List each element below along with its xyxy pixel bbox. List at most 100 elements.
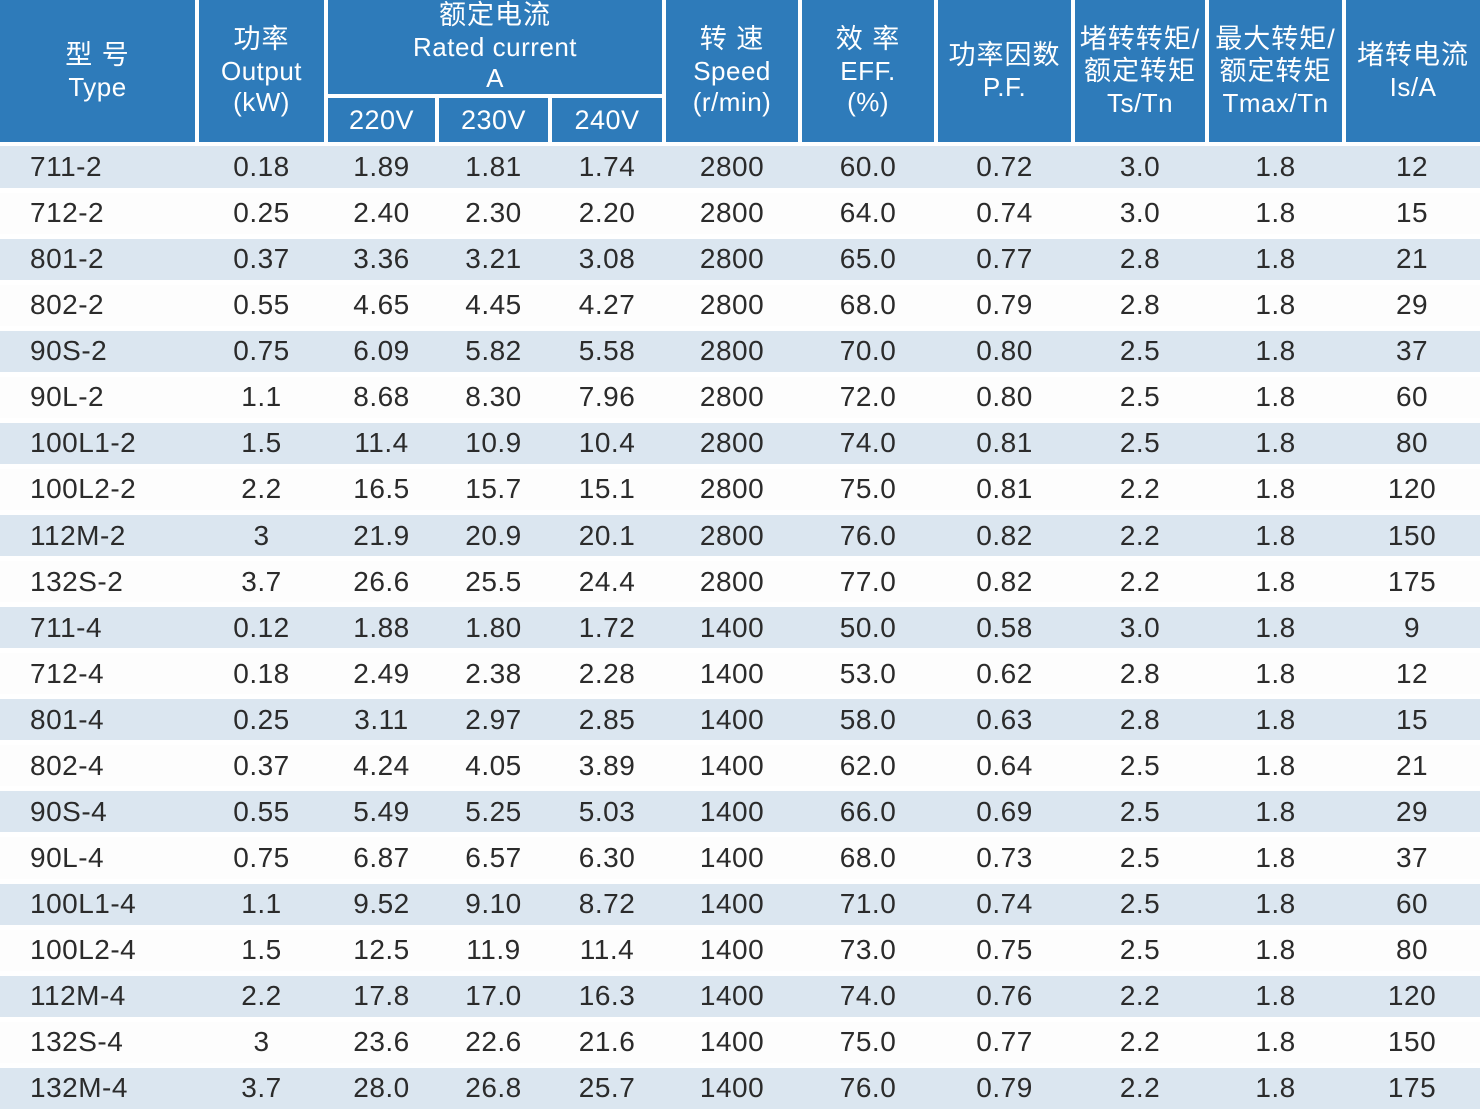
table-row: 711-4 0.12 1.88 1.80 1.72 1400 50.0 0.58 3.0 1.8 9 [0, 604, 1480, 654]
table-cell: 120 [1344, 466, 1480, 516]
col-header-is-a-en: Is/A [1389, 71, 1437, 102]
table-cell: 0.75 [936, 927, 1074, 976]
table-cell: 37 [1344, 328, 1480, 377]
table-cell: 0.77 [936, 1019, 1074, 1068]
table-cell: 64.0 [800, 190, 937, 239]
col-header-rated-current-zh: 额定电流 [439, 0, 552, 31]
cell-type: 112M-4 [0, 973, 197, 1022]
table-cell: 65.0 [800, 236, 937, 285]
table-cell: 9.10 [437, 881, 550, 930]
table-cell: 75.0 [800, 1019, 937, 1068]
table-cell: 0.74 [936, 190, 1074, 239]
table-cell: 2.5 [1073, 927, 1208, 976]
table-cell: 1.80 [437, 604, 550, 654]
col-header-is-a: 堵转电流 Is/A [1342, 0, 1480, 146]
cell-type: 711-2 [0, 144, 197, 193]
table-cell: 150 [1344, 512, 1480, 562]
table-cell: 1400 [664, 927, 801, 976]
col-header-speed: 转 速 Speed (r/min) [662, 0, 801, 146]
table-cell: 3.7 [197, 1065, 326, 1114]
table-cell: 2.40 [326, 190, 437, 239]
table-cell: 2.28 [550, 650, 665, 700]
table-cell: 0.82 [936, 558, 1074, 608]
table-row: 132S-4 3 23.6 22.6 21.6 1400 75.0 0.77 2.2 1.8 150 [0, 1019, 1480, 1068]
col-header-230v: 230V [435, 96, 550, 146]
table-cell: 0.18 [197, 144, 326, 193]
table-cell: 2.8 [1073, 236, 1208, 285]
col-header-eff-zh: 效 率 [835, 24, 901, 55]
table-cell: 8.72 [550, 881, 665, 930]
col-header-type-en: Type [68, 71, 127, 102]
cell-type: 100L2-2 [0, 466, 197, 516]
cell-type: 801-4 [0, 696, 197, 746]
table-row: 801-2 0.37 3.36 3.21 3.08 2800 65.0 0.77 2.8 1.8 2… [0, 236, 1480, 285]
table-cell: 3.0 [1073, 144, 1208, 193]
table-cell: 2800 [664, 144, 801, 193]
table-cell: 0.64 [936, 742, 1074, 792]
table-cell: 1400 [664, 696, 801, 746]
table-cell: 3.0 [1073, 604, 1208, 654]
table-cell: 0.25 [197, 190, 326, 239]
table-cell: 2800 [664, 466, 801, 516]
table-cell: 74.0 [800, 973, 937, 1022]
table-cell: 3.21 [437, 236, 550, 285]
table-cell: 6.87 [326, 834, 437, 884]
cell-type: 112M-2 [0, 512, 197, 562]
table-cell: 66.0 [800, 788, 937, 838]
table-cell: 2.85 [550, 696, 665, 746]
table-row: 712-4 0.18 2.49 2.38 2.28 1400 53.0 0.62 2.8 1.8 1… [0, 650, 1480, 700]
table-cell: 0.55 [197, 282, 326, 331]
table-cell: 2.2 [197, 973, 326, 1022]
col-header-output-en: Output [220, 56, 303, 87]
table-cell: 0.73 [936, 834, 1074, 884]
table-cell: 4.24 [326, 742, 437, 792]
table-cell: 2.49 [326, 650, 437, 700]
col-header-type: 型 号 Type [0, 0, 197, 146]
table-cell: 2.20 [550, 190, 665, 239]
table-cell: 5.82 [437, 328, 550, 377]
table-cell: 2.5 [1073, 374, 1208, 423]
col-header-tmax-tn: 最大转矩/ 额定转矩 Tmax/Tn [1205, 0, 1345, 146]
table-cell: 60.0 [800, 144, 937, 193]
table-cell: 1.8 [1207, 788, 1345, 838]
table-cell: 15 [1344, 190, 1480, 239]
table-cell: 3.11 [326, 696, 437, 746]
table-cell: 1400 [664, 881, 801, 930]
table-cell: 0.37 [197, 742, 326, 792]
table-cell: 2.2 [1073, 466, 1208, 516]
table-cell: 26.8 [437, 1065, 550, 1114]
table-cell: 1.8 [1207, 144, 1345, 193]
table-cell: 2800 [664, 420, 801, 469]
table-cell: 2800 [664, 558, 801, 608]
table-cell: 2.5 [1073, 834, 1208, 884]
table-row: 801-4 0.25 3.11 2.97 2.85 1400 58.0 0.63 2.8 1.8 1… [0, 696, 1480, 746]
table-cell: 25.7 [550, 1065, 665, 1114]
table-cell: 2.2 [1073, 1019, 1208, 1068]
cell-type: 711-4 [0, 604, 197, 654]
table-cell: 0.58 [936, 604, 1074, 654]
table-cell: 1400 [664, 973, 801, 1022]
table-cell: 2.5 [1073, 742, 1208, 792]
table-cell: 0.75 [197, 834, 326, 884]
table-cell: 8.30 [437, 374, 550, 423]
table-cell: 1.8 [1207, 236, 1345, 285]
table-cell: 15.1 [550, 466, 665, 516]
table-cell: 71.0 [800, 881, 937, 930]
table-cell: 0.62 [936, 650, 1074, 700]
table-cell: 1400 [664, 1065, 801, 1114]
table-cell: 1.8 [1207, 650, 1345, 700]
table-cell: 2.8 [1073, 696, 1208, 746]
table-cell: 5.49 [326, 788, 437, 838]
table-cell: 1.81 [437, 144, 550, 193]
table-cell: 1400 [664, 1019, 801, 1068]
table-cell: 25.5 [437, 558, 550, 608]
col-header-pf-zh: 功率因数 [948, 39, 1061, 70]
col-header-220v: 220V [324, 96, 437, 146]
col-header-eff-en: EFF. [840, 56, 896, 87]
table-cell: 175 [1344, 558, 1480, 608]
table-cell: 6.57 [437, 834, 550, 884]
table-cell: 2800 [664, 190, 801, 239]
table-cell: 5.03 [550, 788, 665, 838]
table-cell: 2800 [664, 512, 801, 562]
table-cell: 0.55 [197, 788, 326, 838]
